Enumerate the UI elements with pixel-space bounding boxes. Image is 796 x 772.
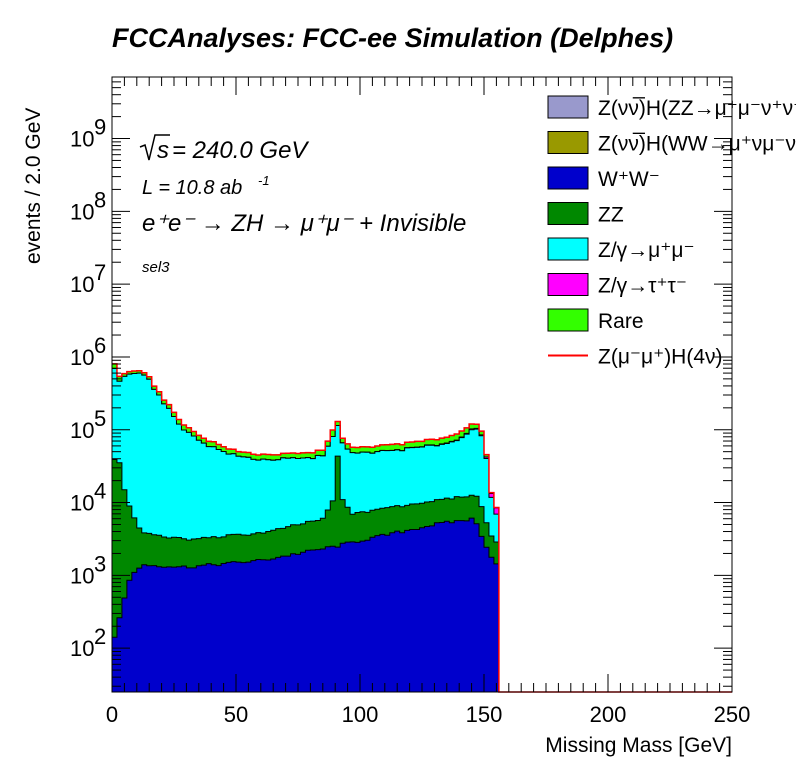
- legend-label: Z(νν̅)H(ZZ→μ⁺μ⁻ν⁺ν⁻): [598, 97, 796, 120]
- y-tick-exponent: 2: [94, 624, 106, 649]
- y-tick-label: 10: [70, 345, 94, 370]
- sqrt-symbol: [139, 134, 170, 161]
- process-label: e⁺e⁻ → ZH → μ⁺μ⁻ + Invisible: [142, 210, 466, 237]
- energy-label: = 240.0 GeV: [172, 137, 309, 164]
- legend-swatch: [547, 237, 589, 261]
- legend-swatch: [547, 166, 589, 190]
- sqrt-s-label: s: [157, 137, 169, 164]
- x-tick-label: 0: [106, 702, 118, 727]
- legend-label: Z/γ→μ⁺μ⁻: [598, 239, 695, 262]
- lumi-unit-exponent: -1: [258, 173, 270, 188]
- y-tick-label: 10: [70, 563, 94, 588]
- x-tick-label: 150: [466, 702, 503, 727]
- legend-label: Rare: [598, 310, 644, 333]
- y-tick-label: 10: [70, 127, 94, 152]
- x-tick-label: 100: [342, 702, 379, 727]
- x-tick-label: 50: [224, 702, 248, 727]
- x-tick-label: 250: [714, 702, 751, 727]
- legend-label: Z/γ→τ⁺τ⁻: [598, 275, 687, 298]
- y-tick-label: 10: [70, 491, 94, 516]
- y-tick-exponent: 7: [94, 260, 106, 285]
- x-tick-label: 200: [590, 702, 627, 727]
- y-tick-exponent: 6: [94, 333, 106, 358]
- legend-swatch: [547, 308, 589, 332]
- y-tick-exponent: 8: [94, 187, 106, 212]
- x-axis-label: Missing Mass [GeV]: [545, 734, 732, 757]
- stacked-histograms: [111, 363, 732, 693]
- legend-label: ZZ: [598, 204, 624, 227]
- selection-label: sel3: [142, 259, 170, 276]
- legend-swatch: [547, 202, 589, 225]
- y-tick-exponent: 9: [94, 115, 106, 140]
- legend-label: Z(νν̅)H(WW→μ⁺νμ⁻ν): [598, 133, 796, 156]
- y-tick-label: 10: [70, 636, 94, 661]
- lumi-annotation: L = 10.8 ab -1: [142, 173, 270, 199]
- sqrt-s-annotation: s = 240.0 GeV: [139, 134, 309, 164]
- y-tick-label: 10: [70, 272, 94, 297]
- legend-swatch: [547, 131, 589, 154]
- y-tick-exponent: 4: [94, 479, 106, 504]
- legend-label: Z(μ⁻μ⁺)H(4ν): [598, 346, 723, 369]
- legend-swatch: [547, 273, 589, 296]
- y-tick-label: 10: [70, 418, 94, 443]
- chart-title: FCCAnalyses: FCC-ee Simulation (Delphes): [112, 23, 673, 53]
- x-axis: 0 50 100 150 200 250: [106, 77, 750, 727]
- legend-swatch: [547, 95, 589, 119]
- legend-label: W⁺W⁻: [598, 168, 660, 191]
- y-tick-exponent: 5: [94, 406, 106, 431]
- legend: Z(νν̅)H(ZZ→μ⁺μ⁻ν⁺ν⁻) Z(νν̅)H(WW→μ⁺νμ⁻ν) W⁺…: [547, 95, 796, 369]
- y-tick-label: 10: [70, 199, 94, 224]
- y-axis-label: events / 2.0 GeV: [22, 108, 45, 264]
- lumi-label: L = 10.8 ab: [142, 177, 242, 199]
- y-tick-exponent: 3: [94, 551, 106, 576]
